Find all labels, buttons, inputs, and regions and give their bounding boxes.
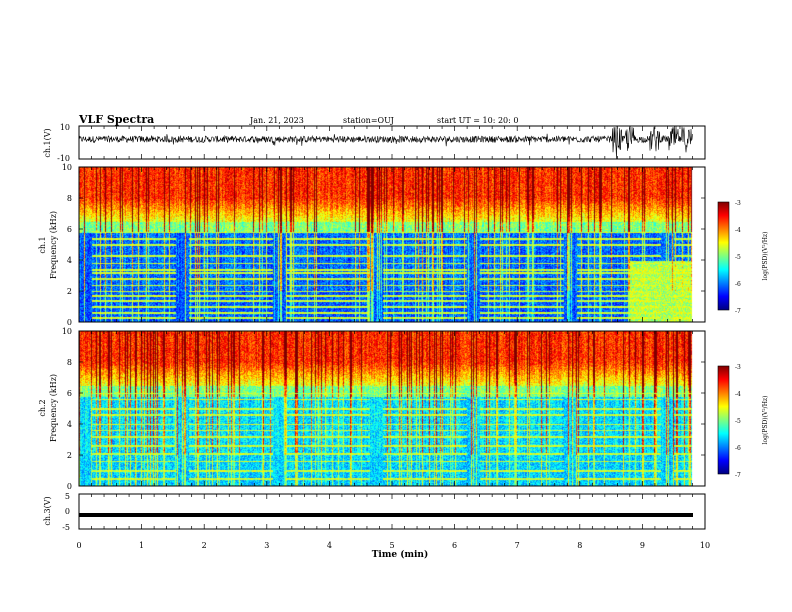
ch3-waveform-trace xyxy=(79,513,693,517)
colorbar-tick-label: -3 xyxy=(735,200,741,207)
colorbar-tick-label: -3 xyxy=(735,364,741,371)
y-tick-label: 6 xyxy=(67,389,72,398)
ch1-ylabel: ch.1(V) xyxy=(43,128,52,157)
figure-title: VLF Spectra xyxy=(78,113,154,126)
colorbar-tick-label: -4 xyxy=(735,227,741,234)
ch1-spectrogram-panel: 0 2 4 6 8 10 ch.1 Frequency (kHz) xyxy=(38,163,706,327)
ch2-spectrogram-panel: 0 2 4 6 8 10 ch.2 Frequency (kHz) xyxy=(38,327,706,491)
y-tick-label: 8 xyxy=(67,358,72,367)
x-axis-label: Time (min) xyxy=(372,549,429,560)
colorbar-tick-label: -6 xyxy=(735,281,741,288)
ch2-spectrogram-image xyxy=(79,331,705,486)
ch2-colorbar-label: log(PSD)(V²/Hz) xyxy=(762,396,769,445)
y-tick-label: 10 xyxy=(62,327,72,336)
ch1-colorbar-label: log(PSD)(V²/Hz) xyxy=(762,232,769,281)
colorbar-tick-label: -7 xyxy=(735,472,741,479)
ch3-ytick-mid: 0 xyxy=(65,507,70,516)
x-tick-label: 1 xyxy=(139,541,144,550)
y-tick-label: 0 xyxy=(67,318,72,327)
y-tick-label: 4 xyxy=(67,256,72,265)
station-label: station=OUJ xyxy=(343,116,394,125)
ch3-ytick-top: 5 xyxy=(65,492,70,501)
ch1-colorbar: -3 -4 -5 -6 -7 log(PSD)(V²/Hz) xyxy=(717,200,769,315)
ch1-ytick-bottom: -10 xyxy=(57,154,70,163)
y-tick-label: 2 xyxy=(67,451,72,460)
colorbar-tick-label: -7 xyxy=(735,308,741,315)
ch1-spectrogram-image xyxy=(79,167,705,322)
start-time-label: start UT = 10: 20: 0 xyxy=(437,116,518,125)
ch1-spectrogram-ylabel-frequency: Frequency (kHz) xyxy=(49,211,58,279)
colorbar-tick-label: -5 xyxy=(735,418,741,425)
ch1-waveform-panel: 10 -10 ch.1(V) xyxy=(43,123,706,163)
x-tick-label: 4 xyxy=(327,541,332,550)
ch1-ytick-top: 10 xyxy=(60,123,70,132)
y-tick-label: 8 xyxy=(67,194,72,203)
ch1-waveform-trace xyxy=(78,125,693,160)
colorbar-tick-label: -5 xyxy=(735,254,741,261)
ch2-spectrogram-ylabel-channel: ch.2 xyxy=(38,399,47,416)
ch2-colorbar: -3 -4 -5 -6 -7 log(PSD)(V²/Hz) xyxy=(717,364,769,479)
x-tick-label: 5 xyxy=(389,541,394,550)
ch3-ylabel: ch.3(V) xyxy=(43,496,52,525)
ch3-ytick-bottom: -5 xyxy=(62,523,70,532)
x-tick-label: 6 xyxy=(452,541,457,550)
y-tick-label: 2 xyxy=(67,287,72,296)
x-tick-label: 10 xyxy=(700,541,710,550)
y-tick-label: 6 xyxy=(67,225,72,234)
ch1-spectrogram-ylabel-channel: ch.1 xyxy=(38,236,47,253)
y-tick-label: 0 xyxy=(67,482,72,491)
y-tick-label: 10 xyxy=(62,163,72,172)
date-label: Jan. 21, 2023 xyxy=(249,116,304,125)
x-tick-label: 9 xyxy=(640,541,645,550)
x-tick-label: 3 xyxy=(264,541,269,550)
colorbar-tick-label: -6 xyxy=(735,445,741,452)
ch2-spectrogram-ylabel-frequency: Frequency (kHz) xyxy=(49,374,58,442)
y-tick-label: 4 xyxy=(67,420,72,429)
x-tick-label: 7 xyxy=(515,541,520,550)
x-tick-label: 0 xyxy=(76,541,81,550)
colorbar-tick-label: -4 xyxy=(735,391,741,398)
x-tick-label: 2 xyxy=(202,541,207,550)
x-tick-label: 8 xyxy=(577,541,582,550)
ch3-waveform-panel: 5 0 -5 ch.3(V) 0 1 2 3 4 5 6 7 8 9 10 Time (min) xyxy=(43,492,710,560)
